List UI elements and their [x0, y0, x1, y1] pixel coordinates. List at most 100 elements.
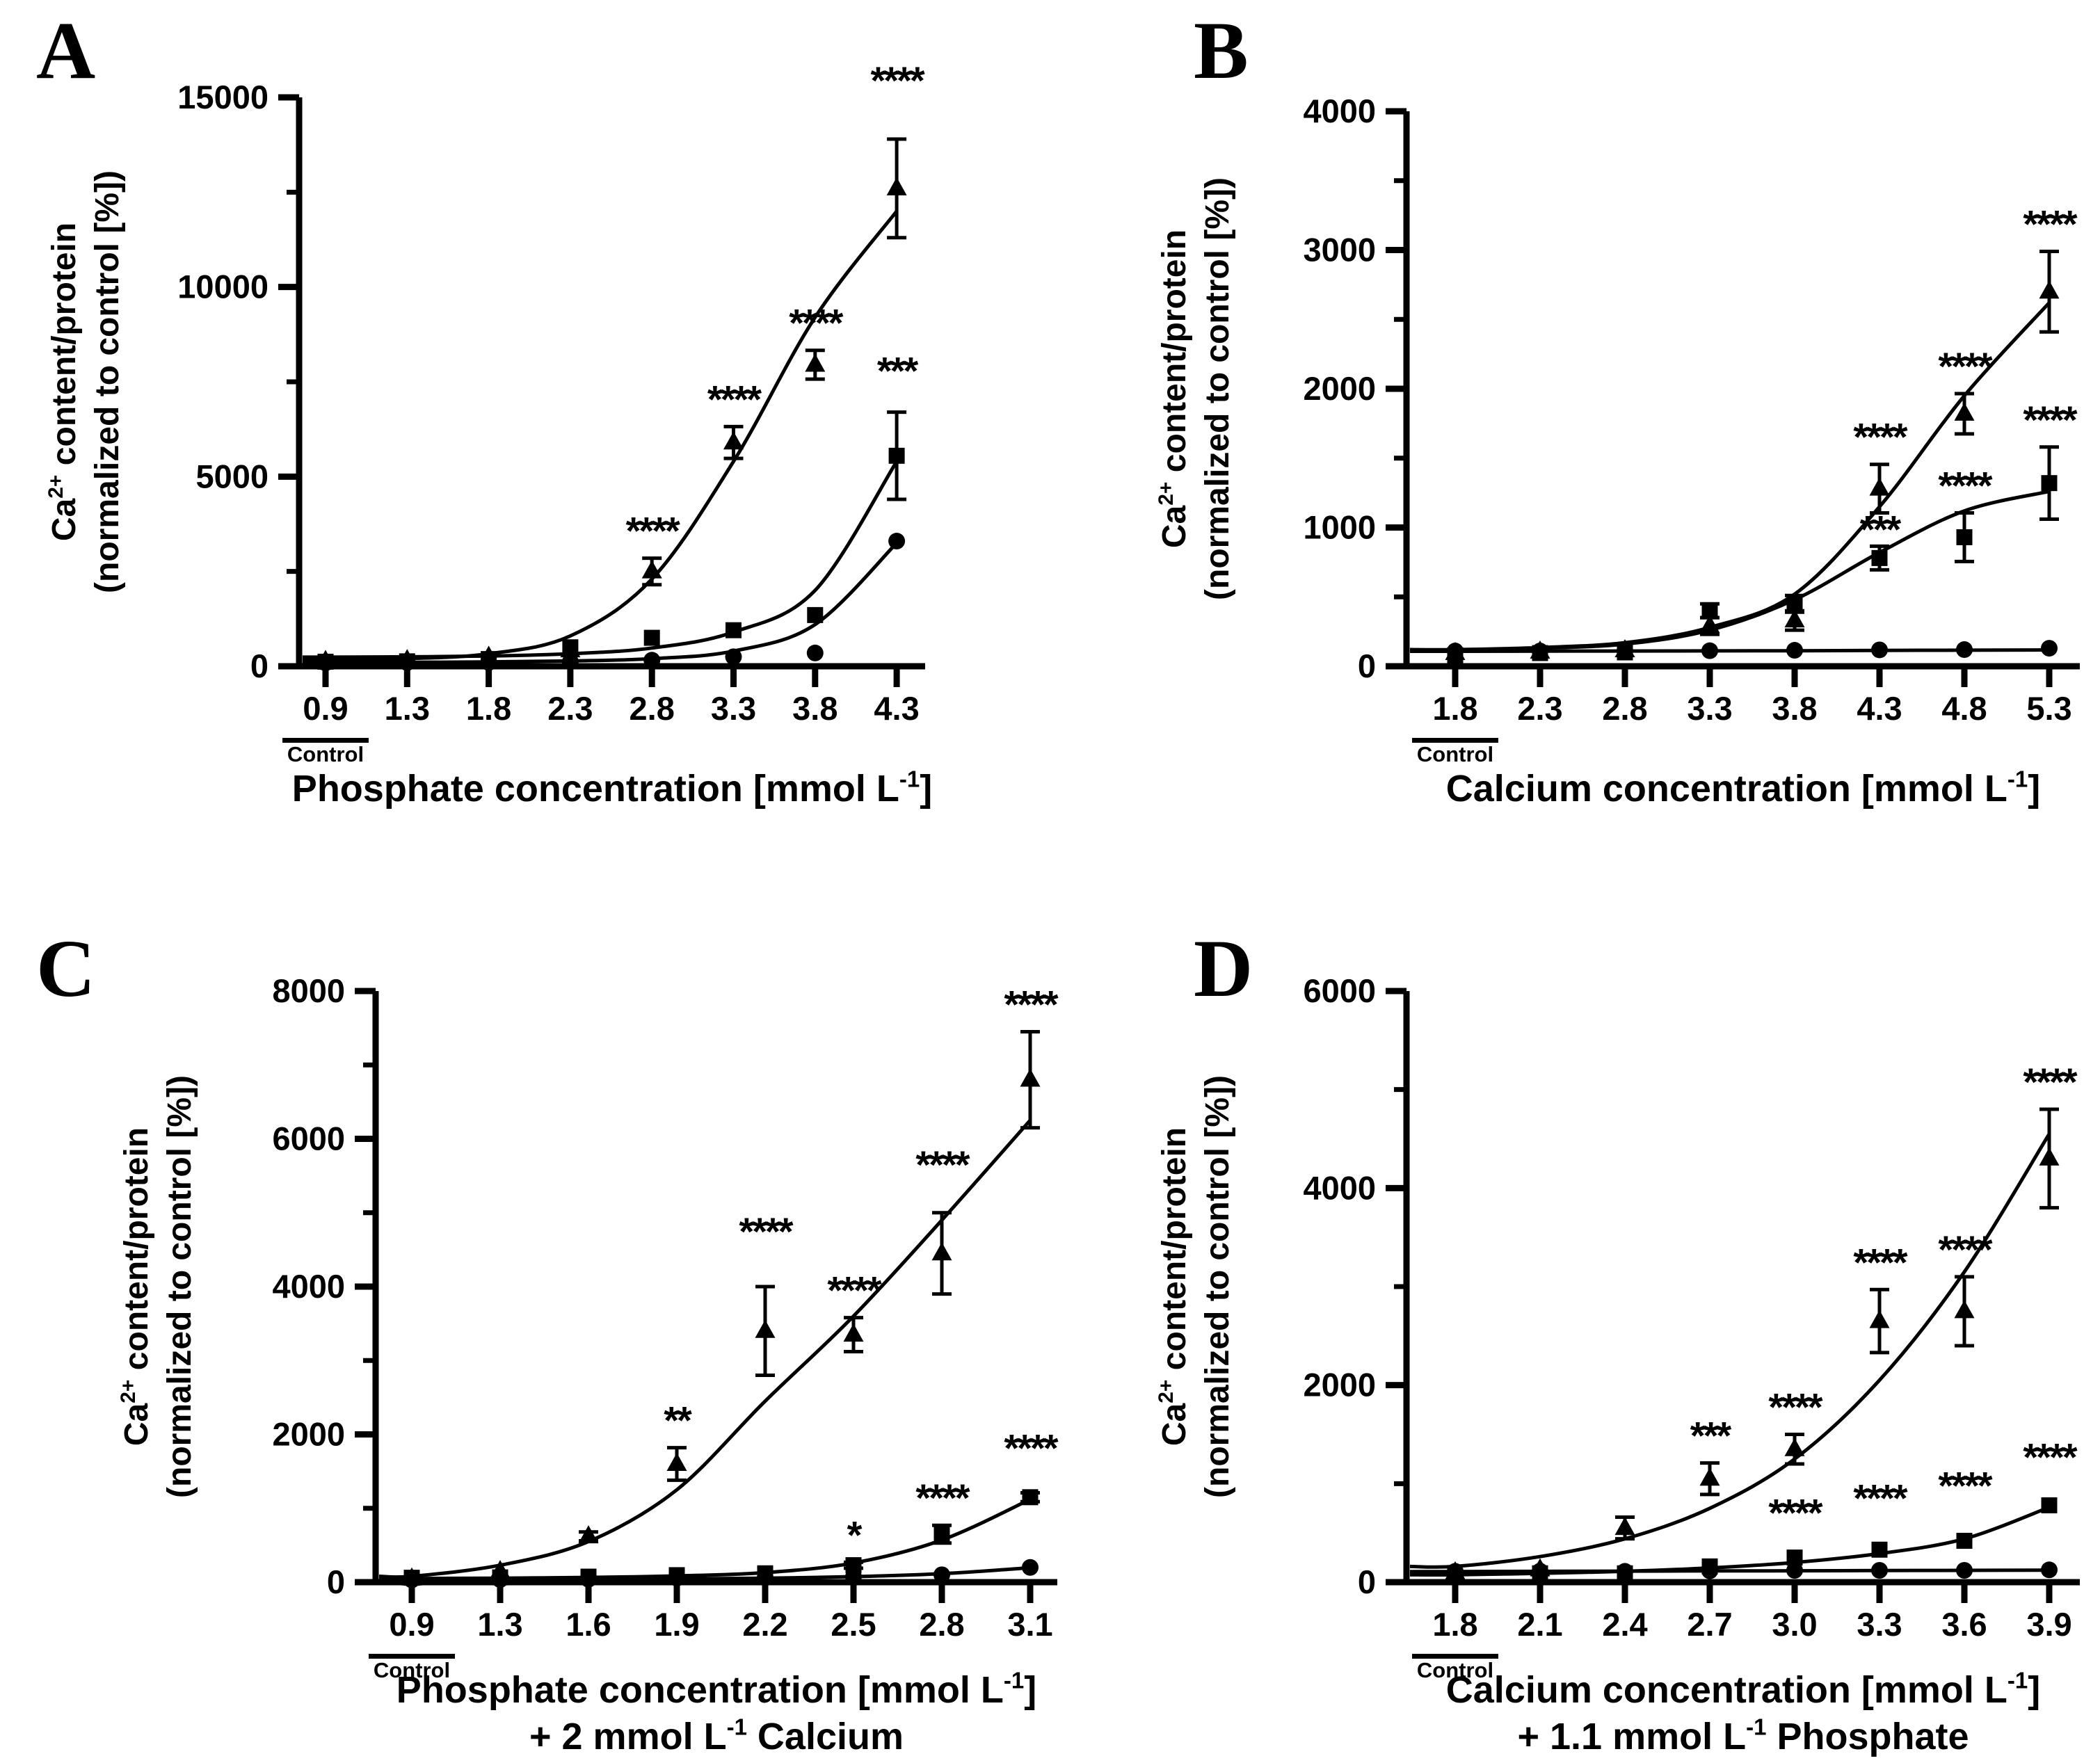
- x-tick-label: 2.3: [547, 690, 593, 727]
- y-axis-label: Ca2+​ content/protein: [45, 223, 83, 541]
- significance-stars: *: [847, 1513, 863, 1556]
- significance-stars: ****: [2023, 202, 2077, 245]
- x-axis-label: Phosphate concentration [mmol L-1​]: [292, 766, 932, 810]
- triangle-marker: [1784, 609, 1805, 628]
- significance-stars: ****: [915, 1476, 970, 1520]
- square-marker: [1871, 1541, 1888, 1558]
- panel-letter: A: [36, 5, 95, 96]
- significance-stars: ****: [626, 509, 680, 553]
- square-marker: [1701, 602, 1718, 619]
- square-marker: [1786, 1549, 1803, 1566]
- triangle-marker: [1784, 1438, 1805, 1456]
- triangle-marker: [1954, 1300, 1975, 1319]
- triangle-marker: [578, 1525, 599, 1544]
- circle-marker: [1617, 1563, 1633, 1580]
- circle-marker: [2041, 1561, 2058, 1579]
- circle-marker: [1532, 643, 1548, 660]
- control-underline: [1412, 738, 1498, 743]
- triangle-marker: [1954, 402, 1975, 421]
- circle-marker: [1447, 643, 1464, 660]
- control-underline: [1412, 1654, 1498, 1659]
- y-tick-label: 4000: [1303, 1169, 1376, 1206]
- x-tick-label: 4.8: [1941, 690, 1987, 727]
- y-axis-label: (normalized to control [%]): [89, 170, 126, 593]
- circle-marker: [1871, 641, 1888, 659]
- square-marker: [726, 622, 742, 638]
- triangle-marker: [843, 1323, 864, 1342]
- significance-stars: ****: [827, 1269, 881, 1312]
- square-marker: [1871, 549, 1888, 566]
- circle-marker: [1956, 641, 1973, 659]
- circle-marker: [1022, 1559, 1039, 1576]
- x-tick-label: 2.2: [742, 1606, 787, 1643]
- significance-stars: ****: [1004, 1426, 1058, 1470]
- x-tick-label: 3.9: [2026, 1606, 2071, 1643]
- x-tick-label: 3.8: [1772, 690, 1817, 727]
- triangle-marker: [1699, 1467, 1720, 1486]
- control-underline: [282, 738, 369, 743]
- significance-stars: ****: [739, 1209, 793, 1253]
- x-tick-label: 2.8: [630, 690, 675, 727]
- circle-marker: [2041, 640, 2058, 657]
- x-tick-label: 0.9: [389, 1606, 434, 1643]
- square-marker: [562, 639, 579, 656]
- triangle-marker: [931, 1242, 952, 1261]
- square-marker: [643, 629, 660, 646]
- circle-marker: [1532, 1563, 1548, 1580]
- square-marker: [807, 606, 824, 623]
- y-axis-label: (normalized to control [%]): [1199, 177, 1236, 600]
- circle-series-fit-curve: [302, 542, 898, 665]
- circle-marker: [317, 654, 334, 672]
- circle-marker: [933, 1566, 950, 1584]
- x-tick-label: 3.6: [1941, 1606, 1987, 1643]
- x-tick-label: 2.3: [1517, 690, 1562, 727]
- triangle-marker: [1869, 477, 1890, 496]
- y-tick-label: 2000: [1303, 1367, 1376, 1403]
- circle-marker: [492, 1571, 508, 1588]
- x-tick-label: 3.8: [792, 690, 837, 727]
- significance-stars: ****: [1938, 464, 1992, 508]
- circle-marker: [1786, 642, 1803, 659]
- x-tick-label: 1.3: [385, 690, 430, 727]
- significance-stars: ***: [1860, 507, 1902, 551]
- significance-stars: **: [664, 1399, 692, 1442]
- significance-stars: ****: [1004, 982, 1058, 1026]
- y-tick-label: 2000: [272, 1416, 345, 1453]
- x-axis-label: Phosphate concentration [mmol L-1​]: [396, 1667, 1036, 1711]
- y-axis-label: Ca2+​ content/protein: [117, 1127, 155, 1446]
- panel-C: C 0 2000 4000 6000 8000 0.9 1.3 1.6 1.9 2.2 2.5 2.8 3…: [36, 923, 1061, 1757]
- y-tick-label: 0: [250, 647, 268, 684]
- panel-B: B 0 1000 2000 3000 4000 1.8 2.3 2.8 3.3 3.8 4.3 4.8 5…: [1155, 5, 2080, 810]
- circle-marker: [845, 1568, 862, 1586]
- y-tick-label: 1000: [1303, 509, 1376, 546]
- significance-stars: ****: [1853, 1476, 1907, 1520]
- x-axis-label: + 1.1 mmol L-1​ Phosphate: [1517, 1714, 1969, 1757]
- x-tick-label: 2.8: [1602, 690, 1647, 727]
- significance-stars: ****: [1853, 415, 1907, 459]
- panel-A: A 0 5000 10000 15000 0.9 1.3 1.8 2.3 2.8 3.3 3.8 4.3…: [36, 5, 932, 810]
- y-tick-label: 6000: [272, 1120, 345, 1157]
- triangle-marker: [755, 1319, 776, 1338]
- square-marker: [1956, 1533, 1973, 1549]
- circle-marker: [1956, 1562, 1973, 1579]
- significance-stars: ****: [1938, 1464, 1992, 1508]
- x-tick-label: 1.3: [477, 1606, 522, 1643]
- triangle-marker: [1020, 1068, 1041, 1087]
- significance-stars: ****: [2023, 1435, 2077, 1479]
- y-tick-label: 2000: [1303, 370, 1376, 407]
- square-marker: [1786, 595, 1803, 612]
- y-tick-label: 0: [327, 1563, 345, 1600]
- panel-letter: D: [1194, 923, 1253, 1014]
- y-tick-label: 0: [1358, 1563, 1376, 1600]
- significance-stars: ****: [1768, 1491, 1822, 1535]
- x-tick-label: 1.8: [1432, 690, 1477, 727]
- control-label: Control: [374, 1658, 450, 1682]
- y-tick-label: 15000: [177, 79, 268, 115]
- x-tick-label: 1.9: [654, 1606, 699, 1643]
- significance-stars: ****: [1853, 1240, 1907, 1284]
- square-marker: [1956, 529, 1973, 545]
- triangle-marker: [805, 353, 826, 372]
- x-tick-label: 2.5: [831, 1606, 876, 1643]
